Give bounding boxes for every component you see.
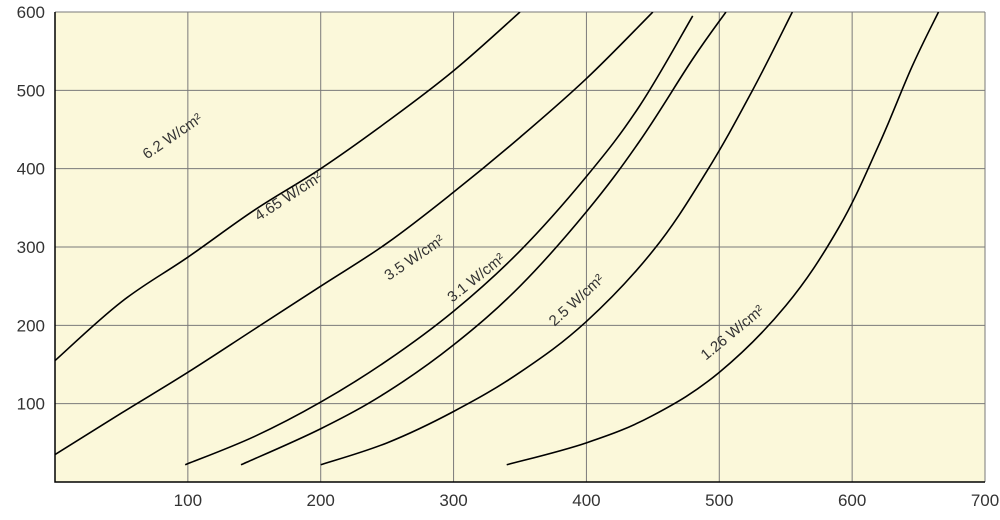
- x-tick-label: 500: [705, 491, 733, 510]
- y-tick-label: 600: [17, 3, 45, 22]
- x-tick-label: 600: [838, 491, 866, 510]
- x-tick-label: 300: [439, 491, 467, 510]
- x-tick-label: 100: [174, 491, 202, 510]
- y-tick-label: 200: [17, 316, 45, 335]
- chart-container: 6.2 W/cm²4.65 W/cm²3.5 W/cm²3.1 W/cm²2.5…: [0, 0, 1000, 520]
- y-tick-label: 100: [17, 395, 45, 414]
- x-tick-label: 400: [572, 491, 600, 510]
- y-tick-label: 300: [17, 238, 45, 257]
- y-tick-label: 400: [17, 160, 45, 179]
- chart-svg: 6.2 W/cm²4.65 W/cm²3.5 W/cm²3.1 W/cm²2.5…: [0, 0, 1000, 520]
- x-tick-label: 700: [971, 491, 999, 510]
- y-tick-label: 500: [17, 81, 45, 100]
- x-tick-label: 200: [307, 491, 335, 510]
